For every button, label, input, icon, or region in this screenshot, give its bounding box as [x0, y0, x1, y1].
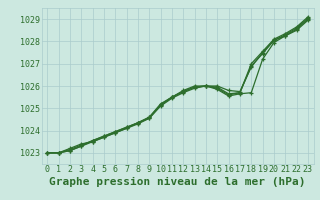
X-axis label: Graphe pression niveau de la mer (hPa): Graphe pression niveau de la mer (hPa) — [49, 177, 306, 187]
